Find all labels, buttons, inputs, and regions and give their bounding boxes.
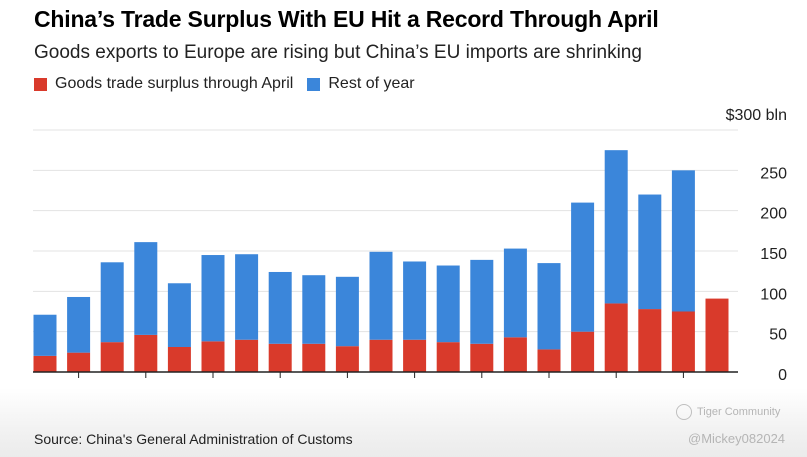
bar-rest-2007 — [100, 262, 124, 343]
x-tick-label: 2006 — [61, 386, 97, 388]
bar-surplus-2019 — [503, 337, 527, 372]
watermark-brand: Tiger Community — [676, 404, 780, 420]
legend-item-surplus: Goods trade surplus through April — [34, 75, 293, 93]
bar-rest-2006 — [67, 296, 91, 353]
bar-rest-2023 — [638, 194, 662, 310]
chart-subtitle: Goods exports to Europe are rising but C… — [34, 42, 642, 63]
bar-surplus-2018 — [470, 343, 494, 372]
source-note: Source: China's General Administration o… — [34, 431, 353, 447]
bar-surplus-2016 — [403, 339, 427, 372]
x-tick-label: '14 — [337, 386, 358, 388]
bar-surplus-2012 — [268, 343, 292, 372]
bar-surplus-2017 — [436, 342, 460, 372]
legend-swatch-surplus — [34, 77, 47, 91]
bar-surplus-2020 — [537, 349, 561, 372]
bar-rest-2016 — [403, 261, 427, 340]
bar-rest-2024 — [671, 170, 695, 312]
y-tick-label: 0 — [778, 367, 787, 384]
footer-band — [0, 388, 807, 457]
bar-rest-2011 — [235, 254, 259, 340]
legend-label-rest: Rest of year — [328, 75, 415, 92]
bar-rest-2021 — [571, 202, 595, 332]
bar-surplus-2010 — [201, 341, 225, 372]
bar-surplus-2008 — [134, 334, 158, 372]
bar-surplus-2014 — [335, 346, 359, 372]
legend-label-surplus: Goods trade surplus through April — [55, 75, 294, 92]
stacked-bar-chart: 0 50 100 150 200 250 $300 bln 2006 '08 '10 '12 '14 '… — [33, 107, 787, 388]
y-tick-label: $300 bln — [726, 107, 787, 124]
chart-legend: Goods trade surplus through April Rest o… — [34, 75, 429, 93]
y-tick-label: 100 — [760, 286, 787, 303]
x-tick-label: 2024 — [666, 386, 702, 388]
bar-rest-2019 — [503, 248, 527, 338]
bar-rest-2009 — [167, 283, 191, 347]
x-tick-label: '18 — [471, 386, 492, 388]
bar-rest-2010 — [201, 255, 225, 342]
bar-surplus-2021 — [571, 331, 595, 372]
bar-rest-2015 — [369, 251, 393, 340]
bar-surplus-2009 — [167, 346, 191, 372]
bar-rest-2014 — [335, 276, 359, 347]
x-tick-label: '20 — [539, 386, 560, 388]
bar-rest-2008 — [134, 242, 158, 335]
bar-surplus-2007 — [100, 342, 124, 372]
bar-rest-2022 — [604, 150, 628, 304]
bar-rest-2013 — [302, 275, 326, 344]
bar-surplus-2024 — [671, 311, 695, 372]
y-tick-label: 150 — [760, 246, 787, 263]
tiger-logo-icon — [676, 404, 692, 420]
bar-surplus-2015 — [369, 339, 393, 372]
bar-rest-2020 — [537, 263, 561, 350]
x-tick-label: '12 — [270, 386, 291, 388]
legend-swatch-rest — [307, 77, 321, 91]
bar-surplus-2022 — [604, 303, 628, 372]
bar-surplus-2025 — [705, 298, 729, 372]
legend-item-rest: Rest of year — [307, 75, 415, 93]
bar-rest-2012 — [268, 271, 292, 344]
x-tick-label: '16 — [404, 386, 425, 388]
x-tick-label: '08 — [135, 386, 156, 388]
watermark-user: @Mickey082024 — [688, 431, 786, 446]
y-tick-label: 250 — [760, 165, 787, 182]
bar-rest-2005 — [33, 314, 57, 356]
bar-surplus-2023 — [638, 309, 662, 372]
x-tick-label: '10 — [203, 386, 224, 388]
bar-surplus-2013 — [302, 343, 326, 372]
bar-rest-2018 — [470, 259, 494, 344]
bar-surplus-2011 — [235, 339, 259, 372]
bar-surplus-2005 — [33, 355, 57, 372]
chart-title: China’s Trade Surplus With EU Hit a Reco… — [34, 6, 659, 32]
bar-surplus-2006 — [67, 352, 91, 372]
bar-rest-2017 — [436, 265, 460, 343]
x-tick-label: '22 — [606, 386, 627, 388]
watermark-brand-label: Tiger Community — [697, 406, 781, 418]
y-tick-label: 200 — [760, 206, 787, 223]
y-tick-label: 50 — [769, 327, 787, 344]
